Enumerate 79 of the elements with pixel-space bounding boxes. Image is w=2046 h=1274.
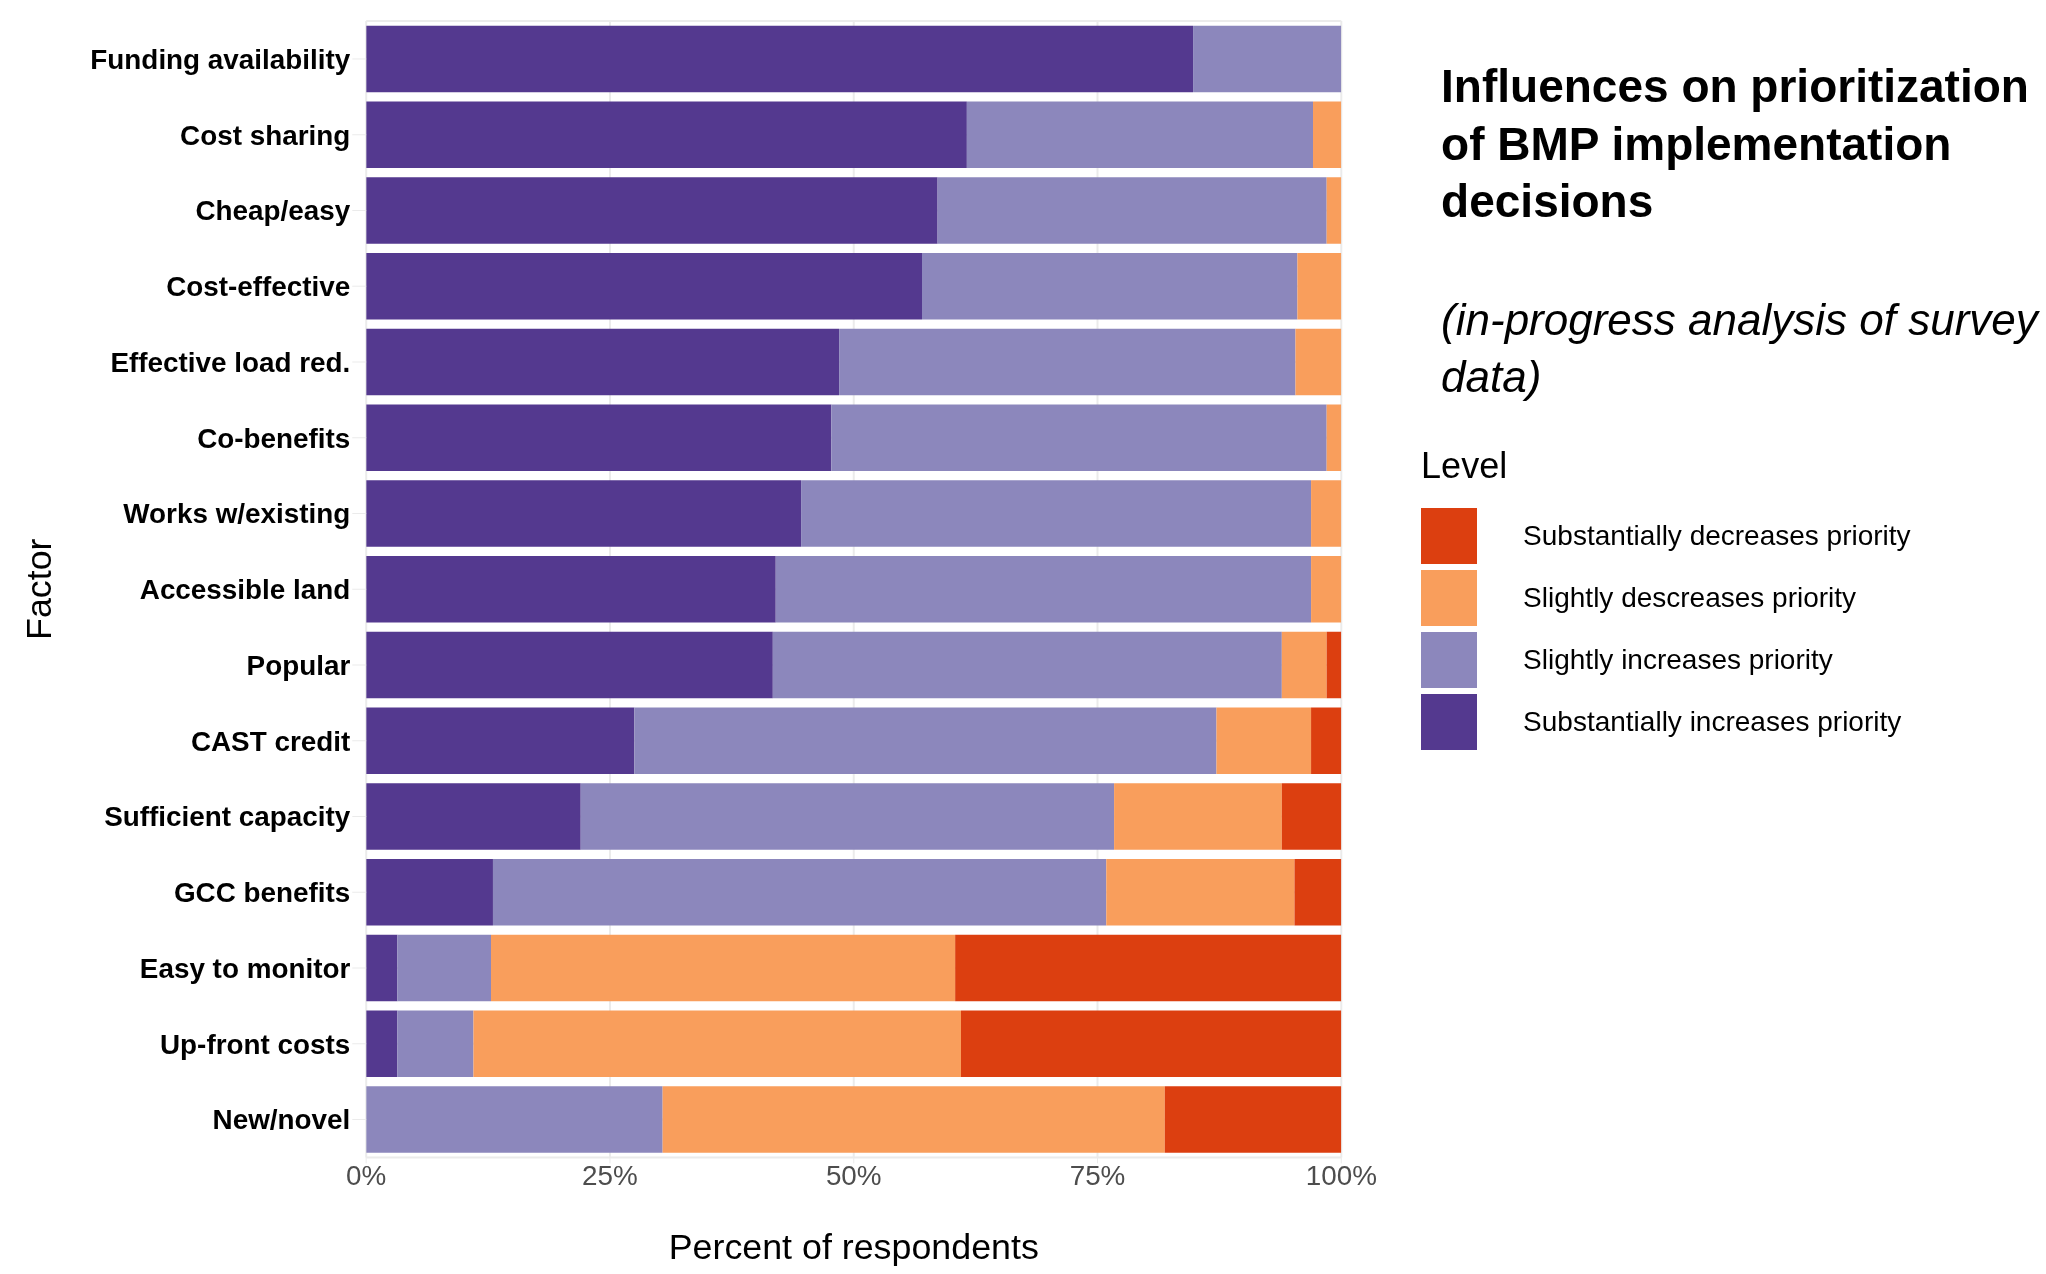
bar bbox=[366, 177, 938, 244]
text: Influences on prioritization of BMP implementation decisions bbox=[1441, 59, 2030, 229]
y-tick-label: Popular bbox=[246, 649, 351, 681]
bar bbox=[366, 783, 581, 850]
bar bbox=[366, 252, 922, 320]
bar bbox=[1313, 101, 1342, 169]
bar bbox=[772, 631, 1282, 699]
bar bbox=[366, 858, 493, 926]
bar bbox=[937, 177, 1327, 244]
bar bbox=[662, 1086, 1165, 1153]
bar bbox=[366, 555, 776, 623]
bar bbox=[831, 404, 1327, 472]
legend-label: Substantially increases priority bbox=[1523, 705, 1902, 738]
y-tick-label: Funding availability bbox=[90, 43, 351, 75]
bar bbox=[366, 25, 1194, 93]
bar bbox=[1281, 783, 1342, 850]
y-tick-label: Cheap/easy bbox=[195, 195, 351, 227]
y-tick-label: Sufficient capacity bbox=[104, 801, 351, 833]
bar bbox=[839, 328, 1296, 396]
bar bbox=[1281, 631, 1327, 699]
bar bbox=[1311, 555, 1342, 623]
y-tick-label: Cost-effective bbox=[166, 271, 351, 303]
y-axis-title: Factor bbox=[18, 538, 59, 640]
bar bbox=[366, 707, 635, 775]
y-tick-label: New/novel bbox=[212, 1104, 351, 1136]
bar bbox=[1311, 480, 1342, 547]
bar bbox=[492, 858, 1107, 926]
y-tick-label: CAST credit bbox=[190, 725, 351, 757]
bar bbox=[491, 934, 956, 1002]
bar bbox=[397, 934, 492, 1002]
text: (in-progress analysis of survey data) bbox=[1441, 293, 2038, 403]
bar bbox=[1106, 858, 1295, 926]
bar bbox=[473, 1010, 962, 1078]
bar bbox=[1326, 177, 1342, 244]
bar bbox=[1326, 631, 1342, 699]
bar bbox=[1216, 707, 1312, 775]
bar bbox=[366, 480, 802, 547]
bar bbox=[1294, 858, 1342, 926]
y-tick-label: Co-benefits bbox=[197, 422, 351, 454]
bar bbox=[366, 1086, 663, 1153]
bar bbox=[801, 480, 1312, 547]
bar bbox=[397, 1010, 474, 1078]
y-tick-label: Effective load red. bbox=[110, 346, 351, 378]
x-tick-label: 50% bbox=[825, 1160, 882, 1192]
y-tick-label: Cost sharing bbox=[180, 119, 351, 151]
y-tick-label: GCC benefits bbox=[173, 877, 351, 909]
bar bbox=[961, 1010, 1342, 1078]
y-tick-label: Works w/existing bbox=[123, 498, 351, 530]
legend-label: Substantially decreases priority bbox=[1523, 519, 1911, 552]
bar bbox=[1295, 328, 1342, 396]
bar bbox=[1297, 252, 1342, 320]
bar bbox=[955, 934, 1342, 1002]
bar bbox=[775, 555, 1312, 623]
bar bbox=[366, 404, 832, 472]
bar bbox=[366, 631, 773, 699]
y-tick-label: Accessible land bbox=[139, 574, 351, 606]
bar bbox=[1311, 707, 1342, 775]
legend-label: Slightly descreases priority bbox=[1523, 581, 1857, 614]
bar bbox=[1114, 783, 1282, 850]
bar bbox=[366, 328, 840, 396]
bar bbox=[366, 101, 967, 169]
x-tick-label: 75% bbox=[1069, 1160, 1126, 1192]
x-tick-label: 0% bbox=[346, 1160, 387, 1192]
bar bbox=[1193, 25, 1342, 93]
legend-title: Level bbox=[1421, 444, 1509, 487]
x-tick-label: 25% bbox=[582, 1160, 638, 1192]
bar bbox=[366, 934, 398, 1002]
bar bbox=[366, 1010, 398, 1078]
y-tick-label: Up-front costs bbox=[160, 1028, 351, 1060]
bar bbox=[1164, 1086, 1342, 1153]
bar bbox=[922, 252, 1298, 320]
bar bbox=[634, 707, 1217, 775]
bar bbox=[580, 783, 1115, 850]
y-tick-label: Easy to monitor bbox=[139, 952, 351, 984]
bar bbox=[966, 101, 1314, 169]
bar bbox=[1326, 404, 1342, 472]
legend-label: Slightly increases priority bbox=[1523, 643, 1833, 676]
x-tick-label: 100% bbox=[1305, 1160, 1377, 1192]
x-axis-title: Percent of respondents bbox=[668, 1226, 1039, 1267]
